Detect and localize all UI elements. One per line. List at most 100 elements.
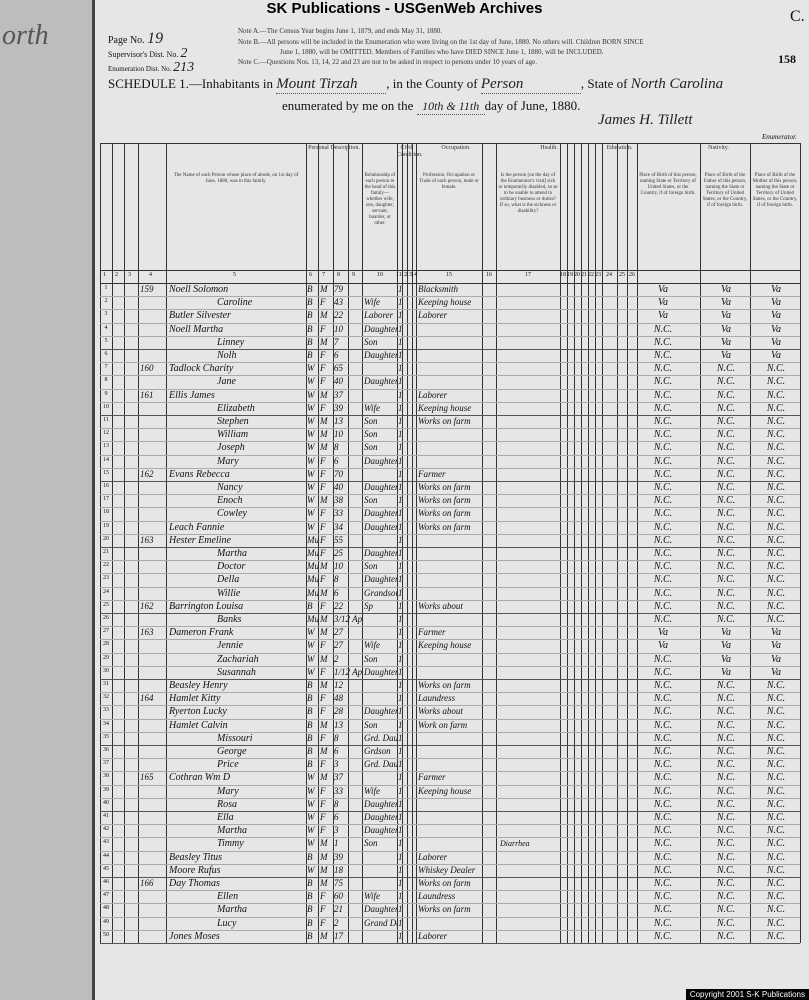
relationship: Sp <box>364 600 373 611</box>
birthplace: N.C. <box>766 521 786 533</box>
birthplace: N.C. <box>766 772 786 784</box>
sex: F <box>320 363 326 374</box>
sex: M <box>320 772 328 783</box>
state-label: , State of <box>580 76 628 91</box>
row-rule <box>100 837 800 839</box>
column-header-health: Is the person [on the day of the Enumera… <box>498 173 558 214</box>
occupation: Blacksmith <box>418 284 458 294</box>
column-number: 22 <box>588 272 594 278</box>
relationship: Daughter <box>364 812 397 822</box>
birthplace: N.C. <box>716 706 736 718</box>
color: W <box>307 402 315 413</box>
birthplace: Va <box>721 640 731 652</box>
line-number: 31 <box>103 681 109 687</box>
marital-mark: 1 <box>398 825 403 836</box>
line-number: 29 <box>103 654 109 661</box>
occupation: Farmer <box>418 468 446 479</box>
row-rule <box>100 467 800 469</box>
enumerator-label: Enumerator. <box>762 133 797 141</box>
marital-mark: 1 <box>398 666 403 677</box>
birthplace: N.C. <box>716 495 736 507</box>
column-rule <box>574 143 575 943</box>
age: 39 <box>334 851 343 862</box>
birthplace: N.C. <box>766 468 786 480</box>
person-name: Hamlet Calvin <box>169 719 228 731</box>
birthplace: N.C. <box>653 904 673 916</box>
birthplace: N.C. <box>766 548 786 559</box>
birthplace: N.C. <box>716 719 736 731</box>
row-rule <box>100 679 800 680</box>
line-number: 2 <box>104 298 108 305</box>
age: 17 <box>334 930 343 941</box>
column-rule <box>560 143 561 943</box>
sex: M <box>320 561 328 572</box>
birthplace: N.C. <box>766 495 786 507</box>
sex: M <box>320 864 328 875</box>
person-name: Martha <box>217 548 247 559</box>
sex: M <box>320 851 328 862</box>
sex: M <box>320 310 328 321</box>
header-bottom-rule <box>100 270 800 271</box>
column-number: 15 <box>446 272 452 278</box>
column-rule <box>617 143 618 943</box>
relationship: Son <box>364 719 378 730</box>
color: W <box>307 640 315 651</box>
birthplace: N.C. <box>766 798 786 810</box>
color: W <box>307 653 315 664</box>
person-name: Linney <box>217 336 245 348</box>
color: W <box>307 812 315 822</box>
birthplace: N.C. <box>766 389 786 401</box>
birthplace: N.C. <box>653 759 673 771</box>
birthplace: N.C. <box>653 706 673 718</box>
line-number: 28 <box>103 641 109 648</box>
birthplace: N.C. <box>766 363 786 375</box>
row-rule <box>100 520 800 522</box>
age: 25 <box>334 548 343 558</box>
line-number: 11 <box>103 417 109 423</box>
line-number: 4 <box>104 324 108 331</box>
color: B <box>307 336 313 347</box>
birthplace: N.C. <box>653 653 673 665</box>
birthplace: N.C. <box>766 706 786 718</box>
birthplace: N.C. <box>766 851 786 863</box>
age: 2 <box>334 917 339 928</box>
birthplace: N.C. <box>653 851 673 863</box>
relationship: Daughter <box>364 666 397 677</box>
relationship: Son <box>364 442 378 453</box>
person-name: Lucy <box>217 917 237 929</box>
color: B <box>307 917 313 928</box>
marital-mark: 1 <box>398 851 403 862</box>
value: 2 <box>180 46 188 61</box>
column-header-birth_father: Place of Birth of the Father of this per… <box>702 173 748 208</box>
birthplace: N.C. <box>766 482 786 493</box>
person-name: Price <box>217 759 239 771</box>
person-name: Jane <box>217 376 236 388</box>
age: 22 <box>334 310 343 321</box>
sex: F <box>320 706 326 717</box>
occupation: Works on farm <box>418 878 471 888</box>
line-number: 18 <box>103 509 109 516</box>
birthplace: N.C. <box>653 930 673 942</box>
family-number: 165 <box>140 772 154 783</box>
birthplace: Va <box>658 310 668 322</box>
birthplace: N.C. <box>766 614 786 625</box>
birthplace: N.C. <box>766 416 786 427</box>
person-name: Noell Martha <box>169 323 224 335</box>
column-number: 9 <box>352 272 355 278</box>
birthplace: N.C. <box>716 680 736 691</box>
age: 33 <box>334 785 343 796</box>
birthplace: N.C. <box>716 402 736 414</box>
column-number: 2 <box>115 272 118 278</box>
family-number: 161 <box>140 389 154 400</box>
birthplace: N.C. <box>653 812 673 823</box>
column-number: 6 <box>309 272 312 278</box>
column-rule <box>581 143 582 943</box>
person-name: Barrington Louisa <box>169 600 244 612</box>
relationship: Son <box>364 336 378 347</box>
birthplace: N.C. <box>653 561 673 573</box>
sex: F <box>320 600 326 611</box>
age: 3/12 Apr <box>334 614 362 624</box>
line-number: 46 <box>103 879 109 885</box>
row-rule <box>100 811 800 812</box>
birthplace: N.C. <box>766 600 786 612</box>
